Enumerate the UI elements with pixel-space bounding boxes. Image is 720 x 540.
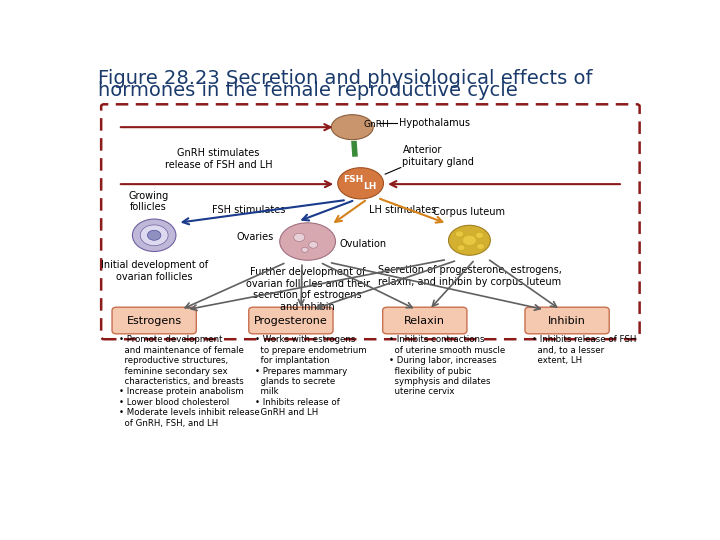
FancyBboxPatch shape — [525, 307, 609, 334]
Ellipse shape — [449, 225, 490, 255]
Text: Ovaries: Ovaries — [237, 232, 274, 242]
Ellipse shape — [302, 247, 308, 252]
Ellipse shape — [148, 230, 161, 240]
Text: • Inhibits release of FSH
  and, to a lesser
  extent, LH: • Inhibits release of FSH and, to a less… — [531, 335, 636, 365]
FancyBboxPatch shape — [382, 307, 467, 334]
Text: Ovulation: Ovulation — [340, 239, 387, 248]
Text: Growing
follicles: Growing follicles — [128, 191, 168, 212]
Ellipse shape — [331, 114, 373, 140]
Text: GnRH: GnRH — [364, 120, 390, 129]
FancyBboxPatch shape — [112, 307, 197, 334]
Ellipse shape — [457, 245, 465, 251]
Text: Inhibin: Inhibin — [548, 315, 586, 326]
Ellipse shape — [477, 244, 485, 249]
Text: FSH: FSH — [343, 176, 364, 185]
Ellipse shape — [140, 225, 168, 246]
Text: Corpus luteum: Corpus luteum — [433, 207, 505, 218]
Text: GnRH stimulates
release of FSH and LH: GnRH stimulates release of FSH and LH — [165, 148, 272, 170]
Text: LH stimulates: LH stimulates — [369, 205, 436, 215]
Text: Progesterone: Progesterone — [254, 315, 328, 326]
Ellipse shape — [294, 233, 305, 241]
Text: Further development of
ovarian follicles and their
secretion of estrogens
and in: Further development of ovarian follicles… — [246, 267, 369, 312]
Text: Secretion of progesterone, estrogens,
relaxin, and inhibin by corpus luteum: Secretion of progesterone, estrogens, re… — [377, 265, 562, 287]
Text: Initial development of
ovarian follicles: Initial development of ovarian follicles — [101, 260, 208, 282]
Text: • Promote development
  and maintenance of female
  reproductive structures,
  f: • Promote development and maintenance of… — [119, 335, 259, 428]
Text: FSH stimulates: FSH stimulates — [212, 205, 286, 215]
Text: Anterior
pituitary gland: Anterior pituitary gland — [402, 145, 474, 167]
FancyArrow shape — [351, 141, 358, 157]
Text: Relaxin: Relaxin — [405, 315, 445, 326]
Ellipse shape — [338, 168, 384, 199]
Text: LH: LH — [363, 182, 377, 191]
Ellipse shape — [309, 241, 318, 248]
Text: Hypothalamus: Hypothalamus — [399, 118, 469, 129]
Ellipse shape — [132, 219, 176, 252]
Ellipse shape — [475, 232, 484, 238]
Text: Figure 28.23 Secretion and physiological effects of: Figure 28.23 Secretion and physiological… — [99, 69, 593, 88]
Text: • Works with estrogens
  to prepare endometrium
  for implantation
• Prepares ma: • Works with estrogens to prepare endome… — [256, 335, 367, 417]
Ellipse shape — [455, 231, 464, 237]
Ellipse shape — [462, 235, 477, 246]
FancyBboxPatch shape — [248, 307, 333, 334]
Text: • Inhibits contractions
  of uterine smooth muscle
• During labor, increases
  f: • Inhibits contractions of uterine smoot… — [390, 335, 505, 396]
Ellipse shape — [280, 223, 336, 260]
Text: Estrogens: Estrogens — [127, 315, 181, 326]
Text: hormones in the female reproductive cycle: hormones in the female reproductive cycl… — [99, 82, 518, 100]
